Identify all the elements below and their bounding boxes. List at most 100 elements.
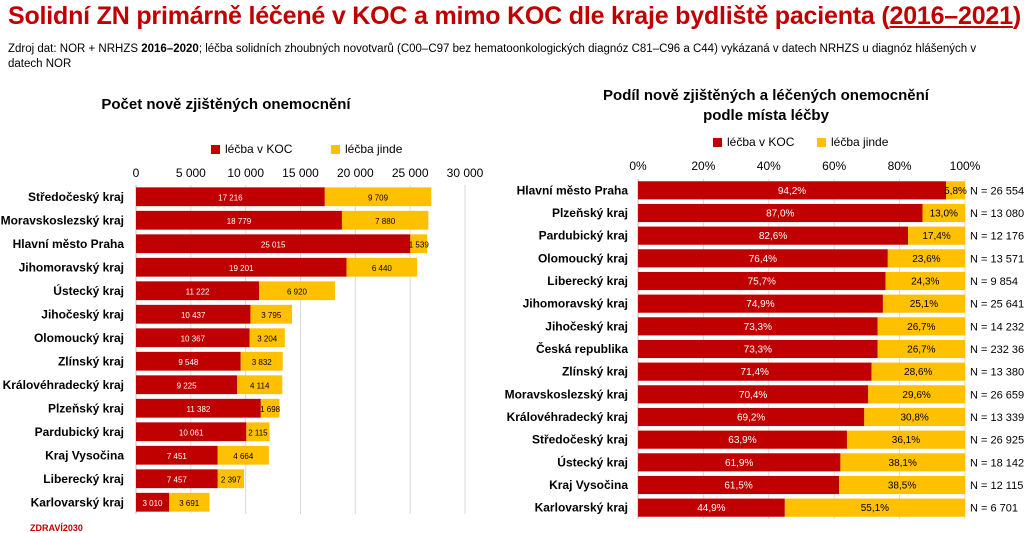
data-label: 25,1% (910, 299, 938, 310)
x-tick-label: 60% (822, 159, 846, 173)
category-label: Olomoucký kraj (34, 331, 124, 345)
data-label: 82,6% (759, 231, 787, 242)
data-label: 36,1% (892, 435, 920, 446)
bar-koc (638, 226, 909, 245)
n-label: N = 26 659 (970, 389, 1024, 401)
data-label: 9 225 (177, 381, 198, 390)
n-label: N = 232 369 (970, 344, 1024, 356)
data-label: 55,1% (861, 503, 889, 514)
bar-koc (136, 398, 261, 418)
x-tick-label: 10 000 (227, 166, 264, 180)
data-label: 76,4% (749, 254, 777, 265)
n-label: N = 26 925 (970, 435, 1024, 447)
category-label: Ústecký kraj (557, 454, 628, 469)
data-label: 3 010 (142, 499, 163, 508)
bar-koc (638, 430, 847, 449)
category-label: Plzeňský kraj (552, 206, 628, 220)
category-label: Karlovarský kraj (31, 495, 124, 509)
bar-jinde (871, 362, 965, 381)
category-label: Česká republika (536, 341, 628, 356)
data-label: 30,8% (900, 413, 928, 424)
category-label: Zlínský kraj (562, 365, 628, 379)
data-label: 5,8% (944, 186, 967, 197)
bar-koc (638, 203, 923, 223)
bar-jinde (784, 498, 965, 517)
bar-koc (136, 187, 325, 207)
data-label: 10 061 (179, 428, 204, 437)
data-label: 23,6% (912, 254, 940, 265)
bar-jinde (217, 469, 245, 489)
legend-swatch (331, 145, 340, 154)
bar-jinde (246, 422, 270, 442)
bar-koc (638, 249, 888, 268)
data-label: 3 795 (261, 311, 282, 320)
bar-koc (638, 339, 878, 359)
chart-title: Podíl nově zjištěných a léčených onemocn… (603, 87, 930, 104)
data-label: 24,3% (911, 277, 939, 288)
category-label: Ústecký kraj (53, 283, 124, 298)
category-label: Liberecký kraj (547, 274, 628, 288)
category-label: Moravskoslezský kraj (505, 387, 628, 401)
data-label: 3 832 (252, 358, 273, 367)
data-label: 4 114 (250, 381, 270, 390)
n-label: N = 13 380 (970, 367, 1024, 379)
n-label: N = 25 641 (970, 299, 1024, 311)
x-tick-label: 15 000 (282, 166, 319, 180)
data-label: 87,0% (766, 209, 794, 220)
data-label: 26,7% (907, 345, 935, 356)
x-tick-label: 40% (757, 159, 781, 173)
chart-title: podle místa léčby (703, 107, 830, 124)
legend-label: léčba v KOC (727, 135, 795, 149)
data-label: 18 779 (227, 217, 252, 226)
n-label: N = 12 115 (970, 480, 1023, 492)
category-label: Pardubický kraj (35, 425, 124, 439)
category-label: Zlínský kraj (58, 354, 124, 368)
bar-jinde (885, 271, 965, 291)
n-label: N = 9 854 (970, 276, 1018, 288)
bar-jinde (217, 445, 269, 465)
data-label: 13,0% (930, 209, 958, 220)
bar-koc (638, 475, 840, 495)
bar-koc (638, 407, 865, 427)
bar-koc (136, 375, 238, 395)
bar-koc (136, 210, 342, 230)
x-tick-label: 25 000 (392, 166, 429, 180)
x-tick-label: 20 000 (337, 166, 374, 180)
data-label: 94,2% (778, 186, 806, 197)
bar-jinde (249, 328, 285, 348)
category-label: Jihočeský kraj (41, 307, 124, 321)
category-label: Karlovarský kraj (535, 501, 628, 515)
bar-jinde (882, 294, 965, 313)
data-label: 17,4% (922, 231, 950, 242)
data-label: 9 709 (368, 193, 389, 202)
bar-jinde (846, 430, 965, 449)
category-label: Jihomoravský kraj (19, 260, 124, 274)
chart-title: Počet nově zjištěných onemocnění (101, 96, 351, 113)
data-label: 4 664 (233, 452, 254, 461)
data-source-note: Zdroj dat: NOR + NRHZS 2016–2020; léčba … (8, 43, 977, 70)
page-title: Solidní ZN primárně léčené v KOC a mimo … (8, 2, 1021, 30)
bar-jinde (887, 249, 965, 268)
bar-jinde (840, 453, 965, 472)
n-label: N = 26 554 (970, 185, 1024, 197)
data-label: 6 920 (287, 287, 308, 296)
category-label: Královéhradecký kraj (507, 410, 628, 424)
bar-koc (638, 317, 878, 336)
data-label: 70,4% (739, 390, 767, 401)
bar-jinde (169, 492, 210, 512)
bar-jinde (250, 304, 293, 324)
data-label: 44,9% (697, 503, 725, 514)
data-label: 7 457 (167, 475, 188, 484)
x-tick-label: 0 (133, 166, 140, 180)
category-label: Kraj Vysočina (549, 478, 628, 492)
n-label: N = 13 571 (970, 253, 1024, 265)
legend-swatch (211, 145, 220, 154)
legend-label: léčba v KOC (225, 142, 293, 156)
data-label: 28,6% (904, 367, 932, 378)
footer-logo: ZDRAVÍ2030 (30, 523, 83, 533)
data-label: 74,9% (746, 299, 774, 310)
bar-jinde (908, 226, 965, 245)
x-tick-label: 100% (950, 159, 981, 173)
x-tick-label: 0% (629, 159, 647, 173)
x-tick-label: 30 000 (447, 166, 484, 180)
